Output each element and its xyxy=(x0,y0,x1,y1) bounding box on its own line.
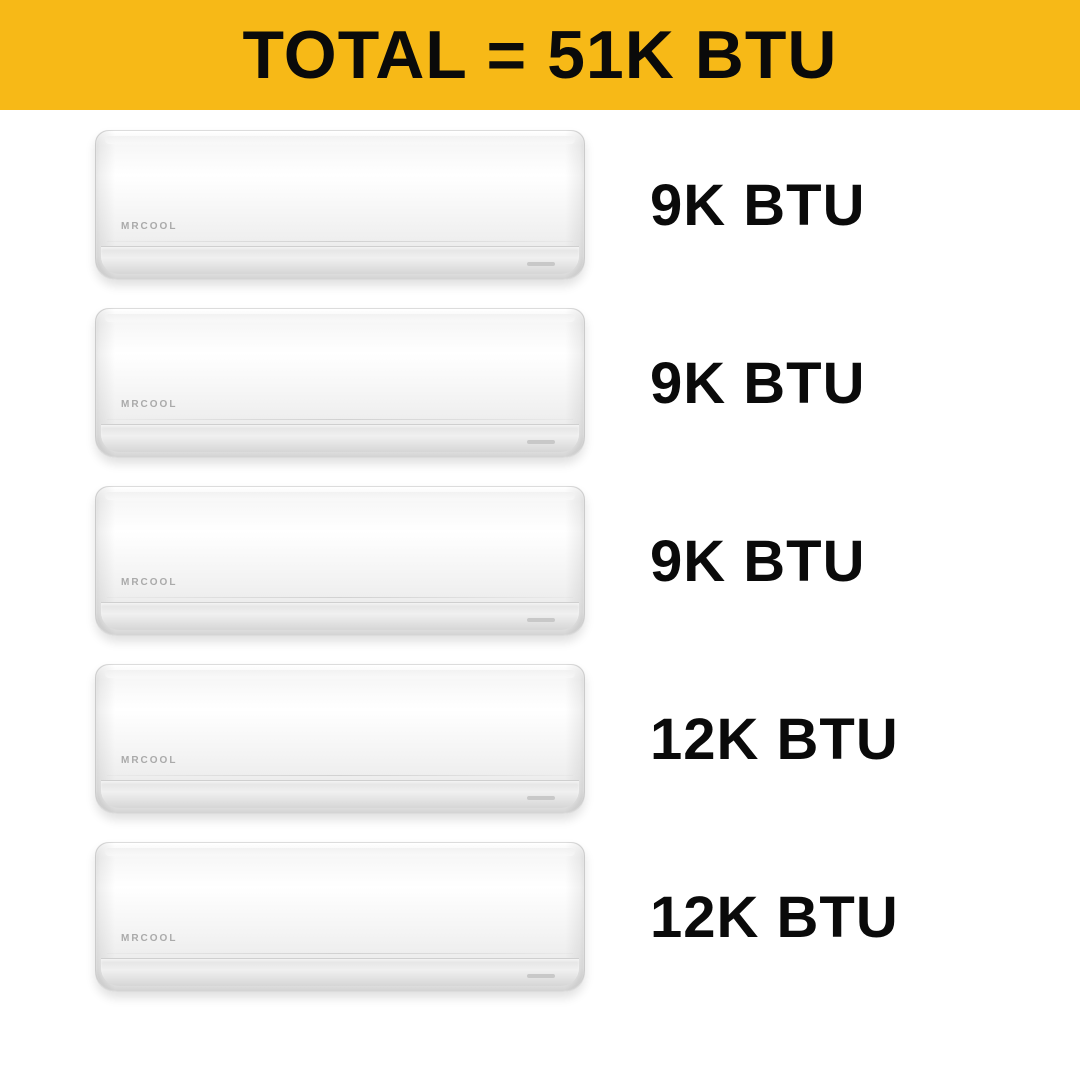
unit-row: MRCOOL 12K BTU xyxy=(60,664,1020,814)
ac-brand-label: MRCOOL xyxy=(121,577,177,588)
ac-brand-label: MRCOOL xyxy=(121,755,177,766)
unit-btu-label: 9K BTU xyxy=(650,528,1020,595)
unit-label-col: 9K BTU xyxy=(620,172,1020,239)
unit-row: MRCOOL 9K BTU xyxy=(60,130,1020,280)
unit-row: MRCOOL 9K BTU xyxy=(60,308,1020,458)
units-list: MRCOOL 9K BTU MRCOOL 9K BTU xyxy=(0,110,1080,992)
ac-brand-label: MRCOOL xyxy=(121,221,177,232)
ac-unit-icon: MRCOOL xyxy=(95,486,585,636)
unit-image-col: MRCOOL xyxy=(60,130,620,280)
total-header: TOTAL = 51K BTU xyxy=(0,0,1080,110)
ac-unit-icon: MRCOOL xyxy=(95,842,585,992)
unit-image-col: MRCOOL xyxy=(60,664,620,814)
unit-image-col: MRCOOL xyxy=(60,308,620,458)
unit-row: MRCOOL 12K BTU xyxy=(60,842,1020,992)
ac-brand-label: MRCOOL xyxy=(121,933,177,944)
unit-btu-label: 12K BTU xyxy=(650,884,1020,951)
unit-label-col: 12K BTU xyxy=(620,884,1020,951)
ac-brand-label: MRCOOL xyxy=(121,399,177,410)
unit-label-col: 9K BTU xyxy=(620,350,1020,417)
unit-image-col: MRCOOL xyxy=(60,842,620,992)
unit-image-col: MRCOOL xyxy=(60,486,620,636)
unit-btu-label: 9K BTU xyxy=(650,172,1020,239)
unit-btu-label: 12K BTU xyxy=(650,706,1020,773)
ac-unit-icon: MRCOOL xyxy=(95,308,585,458)
ac-unit-icon: MRCOOL xyxy=(95,664,585,814)
unit-row: MRCOOL 9K BTU xyxy=(60,486,1020,636)
unit-label-col: 12K BTU xyxy=(620,706,1020,773)
unit-btu-label: 9K BTU xyxy=(650,350,1020,417)
unit-label-col: 9K BTU xyxy=(620,528,1020,595)
ac-unit-icon: MRCOOL xyxy=(95,130,585,280)
